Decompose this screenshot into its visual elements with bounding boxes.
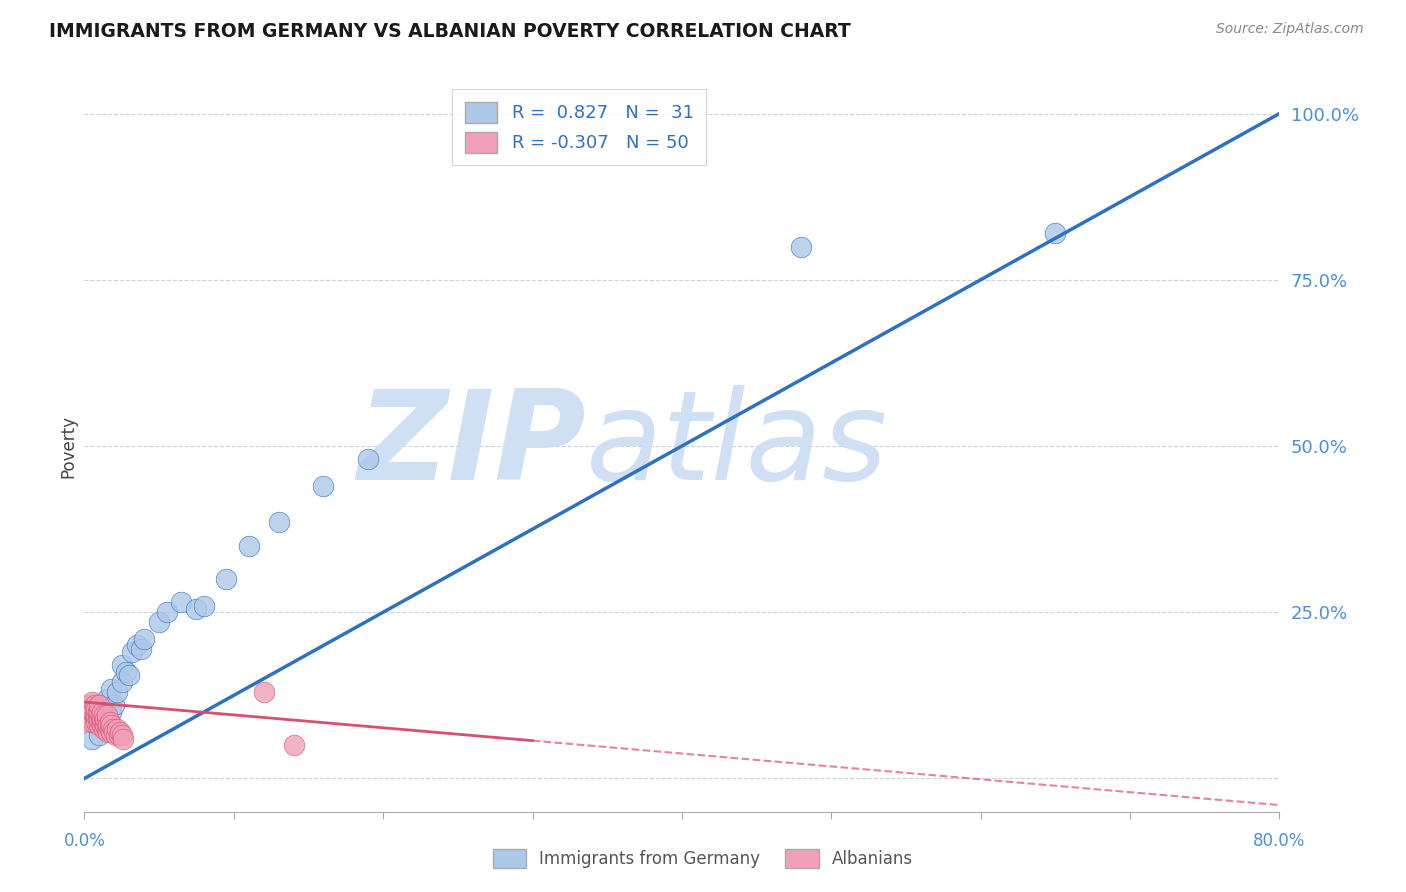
Point	[93, 708, 115, 723]
Point	[103, 698, 125, 713]
Point	[790, 239, 813, 253]
Point	[83, 708, 105, 723]
Point	[93, 722, 115, 736]
Point	[103, 725, 125, 739]
Point	[267, 516, 290, 530]
Text: atlas: atlas	[586, 385, 889, 507]
Point	[79, 714, 101, 729]
Point	[86, 701, 108, 715]
Point	[79, 698, 101, 713]
Point	[87, 712, 110, 726]
Point	[91, 718, 114, 732]
Point	[100, 705, 122, 719]
Point	[86, 714, 108, 729]
Point	[357, 452, 380, 467]
Point	[97, 718, 120, 732]
Point	[132, 632, 156, 646]
Point	[111, 658, 134, 673]
Point	[312, 479, 335, 493]
Point	[125, 639, 148, 653]
Point	[104, 728, 127, 742]
Point	[76, 705, 98, 719]
Point	[89, 728, 111, 742]
Point	[115, 665, 138, 679]
Point	[91, 705, 114, 719]
Point	[82, 714, 104, 729]
Point	[105, 722, 128, 736]
Point	[89, 712, 111, 726]
Text: IMMIGRANTS FROM GERMANY VS ALBANIAN POVERTY CORRELATION CHART: IMMIGRANTS FROM GERMANY VS ALBANIAN POVE…	[49, 22, 851, 41]
Point	[93, 705, 115, 719]
Text: 80.0%: 80.0%	[1253, 831, 1306, 850]
Point	[98, 722, 121, 736]
Text: Source: ZipAtlas.com: Source: ZipAtlas.com	[1216, 22, 1364, 37]
Point	[105, 685, 128, 699]
Point	[93, 714, 115, 729]
Point	[91, 708, 114, 723]
Point	[80, 731, 103, 746]
Point	[94, 718, 117, 732]
Legend: R =  0.827   N =  31, R = -0.307   N = 50: R = 0.827 N = 31, R = -0.307 N = 50	[451, 89, 706, 165]
Point	[89, 718, 111, 732]
Point	[111, 675, 134, 690]
Point	[193, 599, 215, 613]
Point	[80, 695, 103, 709]
Point	[170, 595, 193, 609]
Point	[155, 605, 177, 619]
Point	[96, 708, 118, 723]
Legend: Immigrants from Germany, Albanians: Immigrants from Germany, Albanians	[486, 842, 920, 875]
Point	[148, 615, 170, 630]
Point	[89, 698, 111, 713]
Point	[215, 572, 238, 586]
Text: 0.0%: 0.0%	[63, 831, 105, 850]
Point	[111, 728, 134, 742]
Point	[96, 714, 118, 729]
Point	[118, 668, 141, 682]
Point	[96, 714, 118, 729]
Point	[97, 725, 120, 739]
Point	[100, 681, 122, 696]
Point	[80, 712, 103, 726]
Point	[121, 645, 143, 659]
Point	[238, 539, 260, 553]
Point	[90, 708, 112, 723]
Point	[83, 698, 105, 713]
Point	[86, 712, 108, 726]
Point	[1045, 226, 1067, 240]
Point	[91, 712, 114, 726]
Point	[112, 731, 135, 746]
Point	[86, 708, 108, 723]
Point	[101, 722, 124, 736]
Point	[98, 714, 121, 729]
Point	[87, 705, 110, 719]
Point	[129, 641, 152, 656]
Text: ZIP: ZIP	[357, 385, 586, 507]
Y-axis label: Poverty: Poverty	[59, 415, 77, 477]
Point	[96, 691, 118, 706]
Point	[94, 712, 117, 726]
Point	[186, 602, 208, 616]
Point	[253, 685, 276, 699]
Point	[107, 728, 129, 742]
Point	[110, 725, 132, 739]
Point	[96, 722, 118, 736]
Point	[100, 725, 122, 739]
Point	[90, 714, 112, 729]
Point	[82, 705, 104, 719]
Point	[100, 718, 122, 732]
Point	[80, 705, 103, 719]
Point	[83, 712, 105, 726]
Point	[283, 738, 305, 752]
Point	[77, 708, 100, 723]
Point	[89, 705, 111, 719]
